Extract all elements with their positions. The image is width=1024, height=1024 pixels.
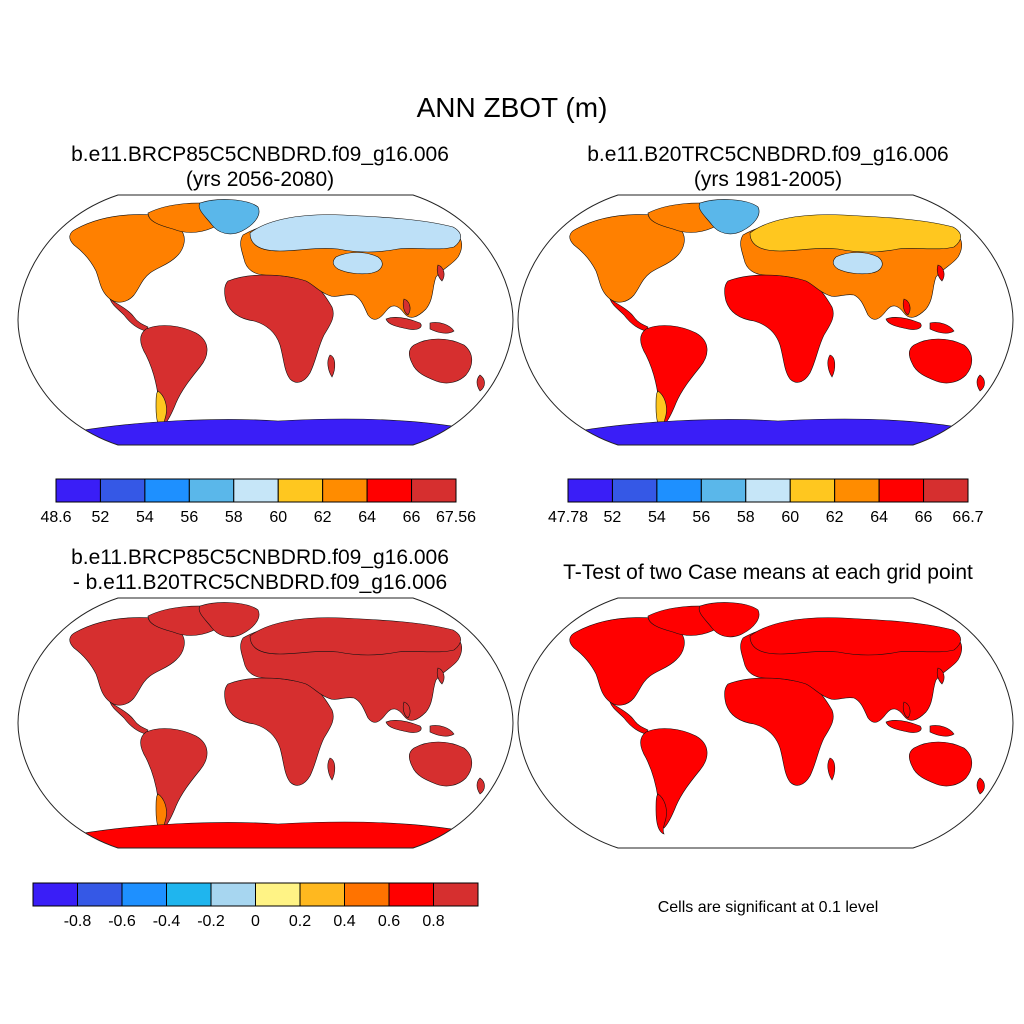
colorbar-tick-label: -0.6: [108, 913, 136, 930]
colorbar-tick-label: 54: [648, 509, 666, 526]
colorbar-swatch: [188, 478, 235, 503]
colorbar-swatch: [32, 882, 78, 907]
colorbar-tick-label: 0.2: [289, 913, 311, 930]
colorbar-swatch: [567, 478, 613, 503]
colorbar-tick-label: 66.7: [952, 509, 983, 526]
colorbar-swatch: [322, 478, 368, 503]
colorbar-swatch: [656, 478, 702, 503]
colorbar-swatch: [99, 478, 146, 503]
colorbar-tick-label: 52: [604, 509, 622, 526]
colorbar-tick-label: -0.8: [64, 913, 92, 930]
colorbar-swatch: [433, 882, 479, 907]
panel-2-years: (yrs 1981-2005): [693, 168, 843, 191]
colorbar-tick-label: 60: [269, 509, 287, 526]
panel-3-case-a: b.e11.BRCP85C5CNBDRD.f09_g16.006: [71, 546, 449, 569]
panel-4-title-text: T-Test of two Case means at each grid po…: [563, 561, 973, 584]
colorbar-swatch: [611, 478, 658, 503]
colorbar-swatch: [344, 882, 390, 907]
panel-1-years: (yrs 2056-2080): [185, 168, 335, 191]
colorbar-swatch: [411, 478, 457, 503]
panel-1-title: b.e11.BRCP85C5CNBDRD.f09_g16.006 (yrs 20…: [10, 142, 510, 192]
colorbar-swatch: [789, 478, 836, 503]
colorbar-tick-label: 64: [358, 509, 376, 526]
map-border: [517, 597, 1014, 849]
colorbar-panel-2: 47.78 52 54 56 58 60 62 64 66 66.7: [548, 478, 984, 526]
colorbar-tick-label: 47.78: [548, 509, 588, 526]
colorbar-swatch: [700, 478, 747, 503]
colorbar-swatch: [299, 882, 345, 907]
colorbar-swatch: [55, 478, 101, 503]
colorbar-tick-label: 62: [314, 509, 332, 526]
colorbar-tick-label: 60: [781, 509, 799, 526]
significance-note: Cells are significant at 0.1 level: [657, 899, 879, 916]
colorbar-swatch: [255, 882, 301, 907]
colorbar-tick-label: 66: [403, 509, 421, 526]
colorbar-tick-label: 58: [737, 509, 755, 526]
colorbar-tick-label: 0.4: [333, 913, 355, 930]
panel-3-title: b.e11.BRCP85C5CNBDRD.f09_g16.006 - b.e11…: [10, 545, 510, 595]
map-border: [17, 597, 514, 849]
colorbar-swatch: [388, 882, 434, 907]
panel-4-title: T-Test of two Case means at each grid po…: [518, 560, 1018, 585]
colorbar-tick-label: 0.8: [422, 913, 444, 930]
colorbar-swatch: [366, 478, 413, 503]
colorbar-tick-label: 67.56: [436, 509, 476, 526]
colorbar-tick-label: 0.6: [378, 913, 400, 930]
colorbar-swatch: [77, 882, 123, 907]
colorbar-swatch: [923, 478, 969, 503]
colorbar-tick-label: 0: [251, 913, 260, 930]
colorbar-swatch: [834, 478, 880, 503]
colorbar-tick-label: -0.2: [197, 913, 225, 930]
map-panel-1: [17, 194, 514, 446]
main-title: ANN ZBOT (m): [416, 92, 608, 123]
colorbar-swatch: [121, 882, 167, 907]
map-panel-4: [517, 597, 1014, 849]
map-border: [17, 194, 514, 446]
colorbar-tick-label: 64: [870, 509, 888, 526]
colorbar-tick-label: 52: [92, 509, 110, 526]
colorbar-tick-label: 62: [826, 509, 844, 526]
colorbar-tick-label: 58: [225, 509, 243, 526]
map-panel-2: [517, 194, 1014, 446]
colorbar-panel-1: 48.6 52 54 56 58 60 62 64 66 67.56: [40, 478, 476, 526]
colorbar-swatch: [233, 478, 279, 503]
colorbar-swatch: [277, 478, 324, 503]
colorbar-tick-label: 66: [915, 509, 933, 526]
colorbar-tick-label: 56: [692, 509, 710, 526]
map-panel-3: [17, 597, 514, 849]
colorbar-swatch: [745, 478, 791, 503]
panel-3-case-b: - b.e11.B20TRC5CNBDRD.f09_g16.006: [72, 571, 448, 594]
colorbar-swatch: [878, 478, 925, 503]
colorbar-tick-label: 54: [136, 509, 154, 526]
colorbar-tick-label: 56: [180, 509, 198, 526]
colorbar-swatch: [144, 478, 190, 503]
colorbar-swatch: [166, 882, 212, 907]
colorbar-tick-label: 48.6: [40, 509, 71, 526]
colorbar-tick-label: -0.4: [153, 913, 181, 930]
colorbar-swatch: [210, 882, 256, 907]
panel-2-case-name: b.e11.B20TRC5CNBDRD.f09_g16.006: [587, 143, 949, 166]
colorbar-panel-3: -0.8 -0.6 -0.4 -0.2 0 0.2 0.4 0.6 0.8: [32, 882, 479, 930]
panel-1-case-name: b.e11.BRCP85C5CNBDRD.f09_g16.006: [71, 143, 449, 166]
panel-2-title: b.e11.B20TRC5CNBDRD.f09_g16.006 (yrs 198…: [518, 142, 1018, 192]
map-border: [517, 194, 1014, 446]
